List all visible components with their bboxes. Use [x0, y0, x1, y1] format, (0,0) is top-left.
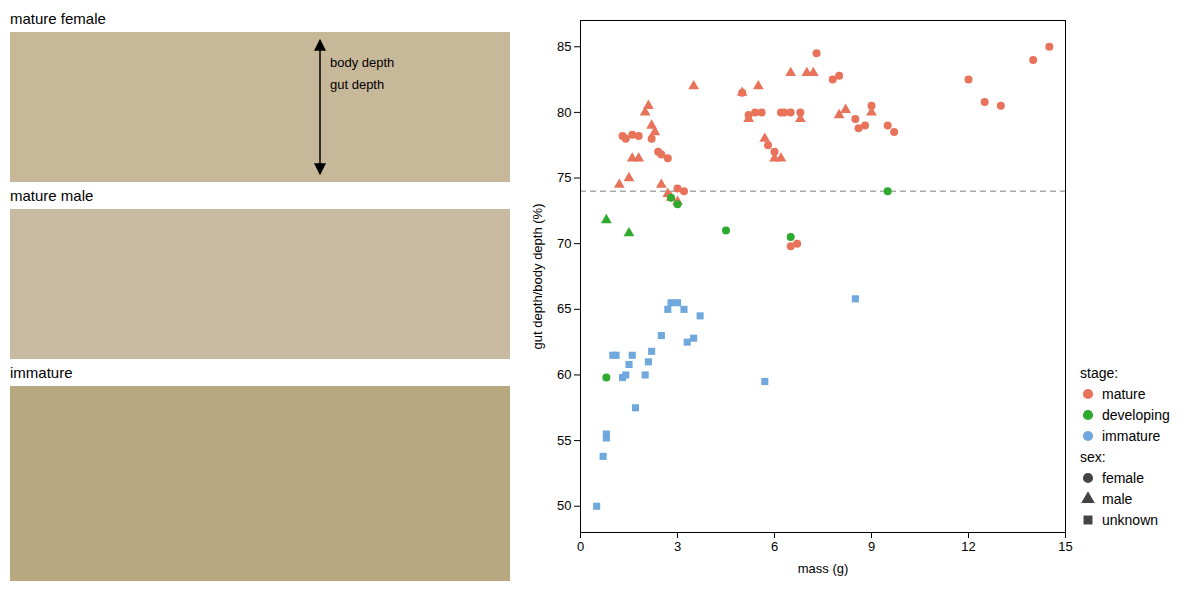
svg-text:75: 75 — [557, 170, 571, 185]
svg-text:70: 70 — [557, 236, 571, 251]
svg-text:55: 55 — [557, 433, 571, 448]
svg-text:50: 50 — [557, 498, 571, 513]
svg-text:60: 60 — [557, 367, 571, 382]
svg-text:85: 85 — [557, 39, 571, 54]
svg-text:body depth: body depth — [330, 55, 394, 70]
svg-text:9: 9 — [868, 539, 875, 554]
svg-text:3: 3 — [674, 539, 681, 554]
html-text:mature female: mature female — [10, 10, 106, 27]
html-text:sex:: sex: — [1080, 448, 1106, 465]
svg-text:0: 0 — [577, 539, 584, 554]
svg-text:gut depth: gut depth — [330, 77, 384, 92]
html-text:female: female — [1102, 469, 1144, 486]
svg-text:65: 65 — [557, 301, 571, 316]
svg-text:12: 12 — [961, 539, 975, 554]
svg-text:80: 80 — [557, 105, 571, 120]
html-text:male: male — [1102, 490, 1133, 507]
html-text:mature male: mature male — [10, 187, 94, 204]
html-text:stage:: stage: — [1080, 364, 1119, 381]
svg-text:15: 15 — [1058, 539, 1072, 554]
svg-text:mass (g): mass (g) — [798, 561, 849, 576]
html-text:immature: immature — [10, 364, 73, 381]
html-text:mature: mature — [1102, 385, 1146, 402]
svg-text:6: 6 — [771, 539, 778, 554]
html-text:unknown: unknown — [1102, 511, 1158, 528]
html-text:immature: immature — [1102, 427, 1161, 444]
svg-text:gut depth/body depth (%): gut depth/body depth (%) — [530, 204, 545, 350]
html-text:developing: developing — [1102, 406, 1170, 423]
